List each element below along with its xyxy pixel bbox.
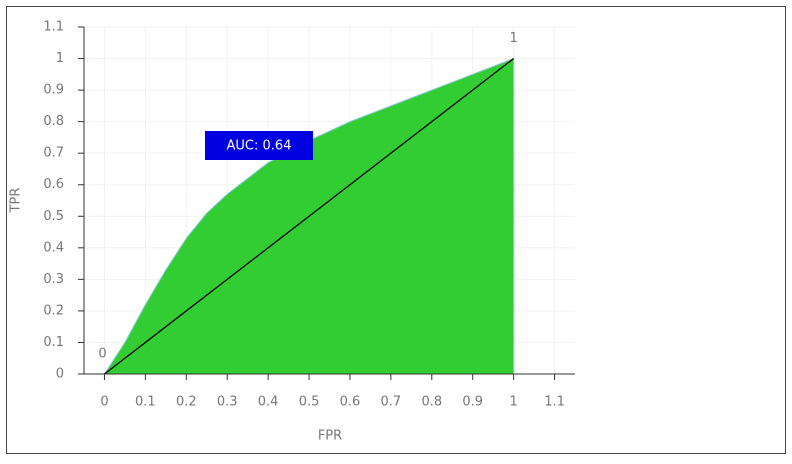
- x-tick-label: 1.1: [544, 395, 565, 410]
- auc-box: [205, 131, 313, 160]
- y-tick-label: 1: [56, 51, 64, 66]
- x-tick-label: 0.6: [340, 395, 361, 410]
- x-tick-label: 0.2: [176, 395, 197, 410]
- y-tick-label: 0.4: [43, 240, 64, 255]
- y-tick-label: 0.8: [43, 114, 64, 129]
- y-tick-label: 0.7: [43, 146, 64, 161]
- x-tick-label: 0.7: [381, 395, 402, 410]
- y-tick-label: 0.3: [43, 272, 64, 287]
- x-tick-label: 0.4: [258, 395, 279, 410]
- y-tick-label: 0.2: [43, 303, 64, 318]
- x-axis-label: FPR: [318, 429, 342, 444]
- x-tick-label: 0: [100, 395, 108, 410]
- start-label: 0: [98, 347, 106, 362]
- y-tick-label: 1.1: [43, 20, 64, 35]
- x-tick-label: 1: [509, 395, 517, 410]
- y-tick-label: 0.1: [43, 335, 64, 350]
- auc-label: AUC: 0.64: [227, 139, 292, 154]
- x-tick-label: 0.9: [462, 395, 483, 410]
- x-tick-label: 0.3: [217, 395, 238, 410]
- y-tick-label: 0.5: [43, 209, 64, 224]
- x-tick-label: 0.8: [421, 395, 442, 410]
- y-tick-label: 0: [56, 367, 64, 382]
- y-tick-label: 0.9: [43, 83, 64, 98]
- y-tick-label: 0.6: [43, 177, 64, 192]
- end-label: 1: [509, 31, 517, 46]
- x-tick-label: 0.1: [135, 395, 156, 410]
- y-axis-label: TPR: [9, 188, 24, 214]
- x-tick-label: 0.5: [299, 395, 320, 410]
- diagonal-line: [104, 58, 515, 375]
